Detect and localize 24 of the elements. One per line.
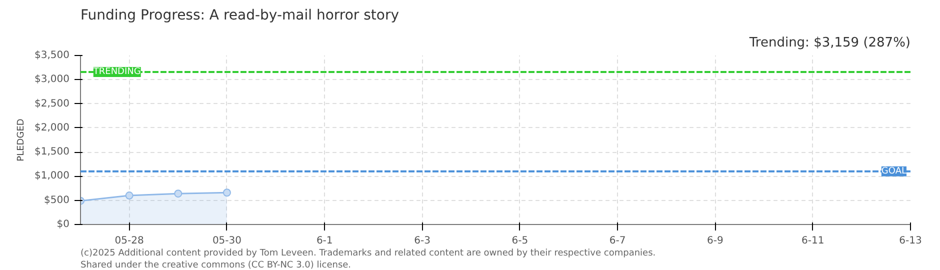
y-tick-label: $2,500 (34, 98, 70, 110)
x-tick-label: 6-13 (899, 236, 922, 246)
text: (c)2025 Additional content provided by Tom Leveen. Trademarks and related content are owned by their respective companies. (80, 248, 656, 258)
ref-line-label: TRENDING (92, 66, 141, 77)
y-tick-label: $3,000 (34, 74, 70, 86)
y-tick-label: $0 (56, 219, 70, 230)
x-tick-label: 6-9 (707, 236, 724, 246)
ref-line-label: GOAL (881, 166, 907, 176)
x-tick-label: 6-5 (512, 236, 528, 246)
x-tick-label: 05-28 (114, 236, 144, 246)
x-tick-label: 6-3 (414, 236, 430, 246)
y-tick-label: $1,000 (34, 170, 70, 182)
y-tick-label: $3,500 (34, 50, 70, 61)
x-tick-label: 6-7 (609, 236, 626, 246)
y-tick-label: $2,000 (34, 122, 70, 134)
x-tick-label: 6-1 (316, 236, 333, 246)
text: Trending: $3,159 (287%) (748, 36, 910, 50)
chart-title: Funding Progress: A read-by-mail horror story (80, 8, 400, 24)
text: Shared under the creative commons (CC BY-NC 3.0) license. (80, 260, 352, 270)
y-tick-label: $1,500 (34, 146, 70, 158)
y-axis-title: PLEDGED (16, 118, 27, 162)
x-tick-label: 05-30 (212, 236, 242, 246)
x-tick-label: 6-11 (802, 236, 824, 246)
y-tick-label: $500 (44, 194, 70, 206)
